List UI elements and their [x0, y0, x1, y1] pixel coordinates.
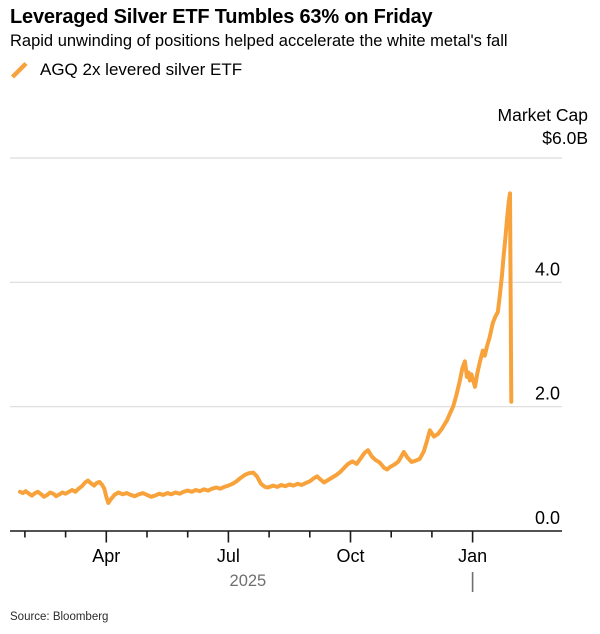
page-subtitle: Rapid unwinding of positions helped acce…: [10, 32, 508, 50]
x-tick-label-apr: Apr: [92, 546, 120, 566]
page-title: Leveraged Silver ETF Tumbles 63% on Frid…: [10, 6, 433, 28]
x-tick-label-jul: Jul: [217, 546, 240, 566]
orange-slash-line-icon: [10, 61, 28, 79]
y-tick-label-2.0: 2.0: [535, 384, 560, 404]
y-axis-title: Market Cap: [498, 105, 588, 125]
year-label-2025: 2025: [230, 572, 267, 590]
series-line-agq: [18, 191, 514, 505]
x-tick-label-oct: Oct: [336, 546, 364, 566]
legend: AGQ 2x levered silver ETF: [10, 60, 242, 80]
y-tick-label-4.0: 4.0: [535, 259, 560, 279]
y-axis-top-value: $6.0B: [542, 128, 588, 148]
legend-label: AGQ 2x levered silver ETF: [40, 60, 243, 79]
x-tick-label-jan: Jan: [458, 546, 487, 566]
y-tick-label-0.0: 0.0: [535, 508, 560, 528]
source-note: Source: Bloomberg: [10, 611, 109, 623]
